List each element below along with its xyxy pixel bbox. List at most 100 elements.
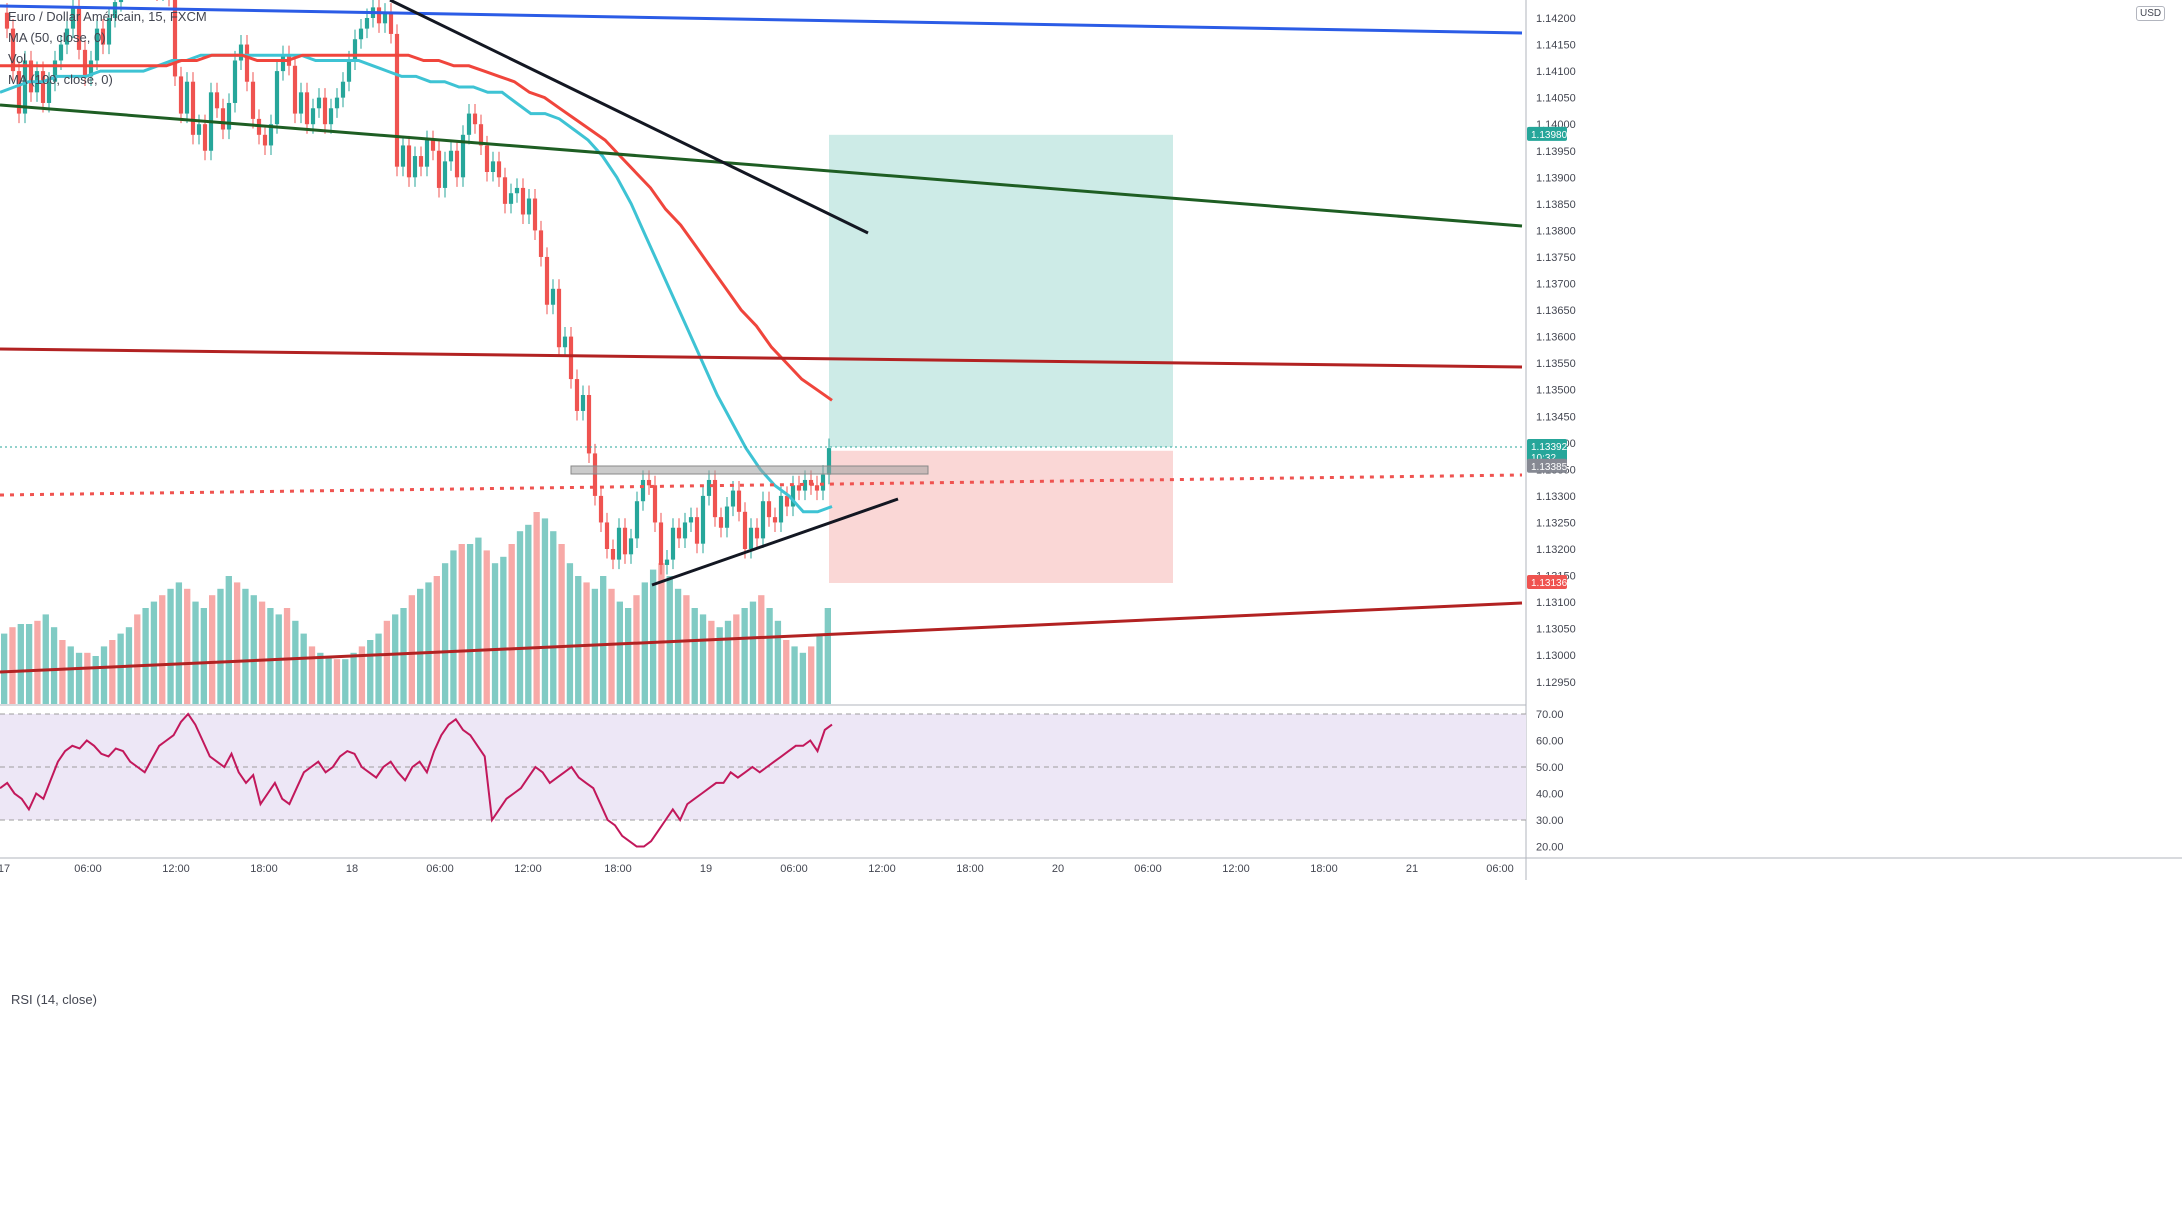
candle-body	[274, 71, 280, 125]
volume-bar	[175, 582, 183, 704]
candle-body	[430, 140, 436, 151]
volume-bar	[441, 563, 449, 704]
candle-body	[70, 7, 76, 29]
time-tick-label: 21	[1406, 863, 1418, 875]
volume-bar	[766, 608, 773, 704]
candle-body	[772, 517, 778, 523]
volume-bar	[508, 544, 515, 704]
volume-bar	[475, 537, 482, 704]
volume-bar	[383, 620, 391, 704]
candle-body	[118, 0, 124, 3]
candle-body	[88, 60, 94, 77]
volume-bar	[192, 601, 199, 704]
price-badge	[1527, 439, 1567, 466]
volume-bar	[109, 640, 116, 704]
candle-body	[454, 150, 460, 178]
candle-body	[382, 12, 388, 24]
candle-body	[514, 187, 520, 194]
volume-bar	[774, 620, 782, 704]
candle-body	[100, 28, 106, 45]
volume-bar	[267, 608, 274, 704]
time-tick-label: 20	[1052, 863, 1064, 875]
volume-bar	[600, 576, 607, 704]
volume-bar	[458, 544, 465, 704]
time-tick-label: 12:00	[1222, 863, 1250, 875]
volume-bar	[258, 601, 266, 704]
blue-trendline	[0, 4, 1523, 35]
candle-body	[292, 65, 298, 114]
volume-bar	[541, 518, 549, 704]
volume-bar	[683, 595, 690, 704]
candle-body	[352, 39, 358, 61]
candle-body	[628, 538, 634, 555]
volume-bar	[658, 563, 665, 704]
price-badge-label: 1.13136	[1531, 578, 1568, 589]
candle-body	[478, 124, 484, 146]
candle-body	[700, 495, 706, 544]
volume-bar	[1, 633, 8, 704]
volume-bar	[625, 608, 632, 704]
time-tick-label: 06:00	[1134, 863, 1162, 875]
candle-body	[496, 161, 502, 178]
candle-body	[58, 44, 64, 61]
volume-bar	[741, 608, 748, 704]
candle-body	[16, 71, 22, 114]
symbol-title[interactable]: Euro / Dollar Américain, 15, FXCM	[8, 9, 207, 24]
price-badge-label: 1.13385	[1531, 462, 1568, 473]
volume-bar	[450, 550, 457, 704]
candle-body	[784, 495, 790, 507]
candle-body	[304, 92, 310, 125]
volume-bar	[375, 633, 382, 704]
volume-bar	[608, 588, 615, 704]
candle-body	[232, 60, 238, 103]
price-tick-label: 1.12950	[1536, 677, 1576, 689]
volume-legend[interactable]: Vol	[8, 51, 27, 66]
candle-body	[490, 161, 496, 172]
candle-body	[712, 479, 718, 518]
candle-body	[640, 479, 646, 502]
candle-body	[658, 522, 664, 565]
red-support-line	[0, 601, 1523, 674]
volume-bar	[616, 601, 623, 704]
candle-body	[22, 60, 28, 114]
volume-bar	[392, 614, 399, 704]
candle-body	[562, 336, 568, 348]
rsi-tick-label: 30.00	[1536, 815, 1564, 827]
volume-bar	[292, 620, 299, 704]
candle-body	[334, 97, 340, 109]
time-tick-label: 06:00	[74, 863, 102, 875]
candle-body	[262, 134, 268, 146]
ma100-legend[interactable]: MA (100, close, 0)	[8, 72, 113, 87]
volume-bar	[75, 652, 83, 704]
volume-bar	[417, 588, 424, 704]
volume-bar	[367, 640, 374, 704]
price-tick-label: 1.13700	[1536, 279, 1576, 291]
volume-bar	[666, 576, 673, 704]
green-trendline	[0, 103, 1523, 228]
candle-body	[736, 490, 742, 512]
candle-body	[472, 113, 478, 125]
candle-body	[520, 187, 526, 215]
ma50-legend[interactable]: MA (50, close, 0)	[8, 30, 106, 45]
candle-body	[622, 527, 628, 555]
rsi-legend[interactable]: RSI (14, close)	[8, 992, 100, 1007]
volume-bar	[783, 640, 790, 704]
black-uptrend-line	[651, 497, 899, 587]
rsi-tick-label: 70.00	[1536, 709, 1564, 721]
volume-bar	[691, 608, 698, 704]
currency-label[interactable]: USD	[2136, 6, 2166, 21]
volume-bar	[733, 614, 740, 704]
volume-bar	[50, 627, 58, 704]
volume-bar	[408, 595, 415, 704]
candle-body	[580, 395, 586, 411]
volume-bar	[117, 633, 124, 704]
candle-body	[598, 495, 604, 523]
candle-body	[460, 134, 466, 178]
candle-body	[670, 527, 676, 560]
volume-bar	[59, 640, 66, 704]
candle-body	[328, 108, 334, 125]
candle-body	[586, 395, 592, 454]
time-tick-label: 12:00	[162, 863, 190, 875]
